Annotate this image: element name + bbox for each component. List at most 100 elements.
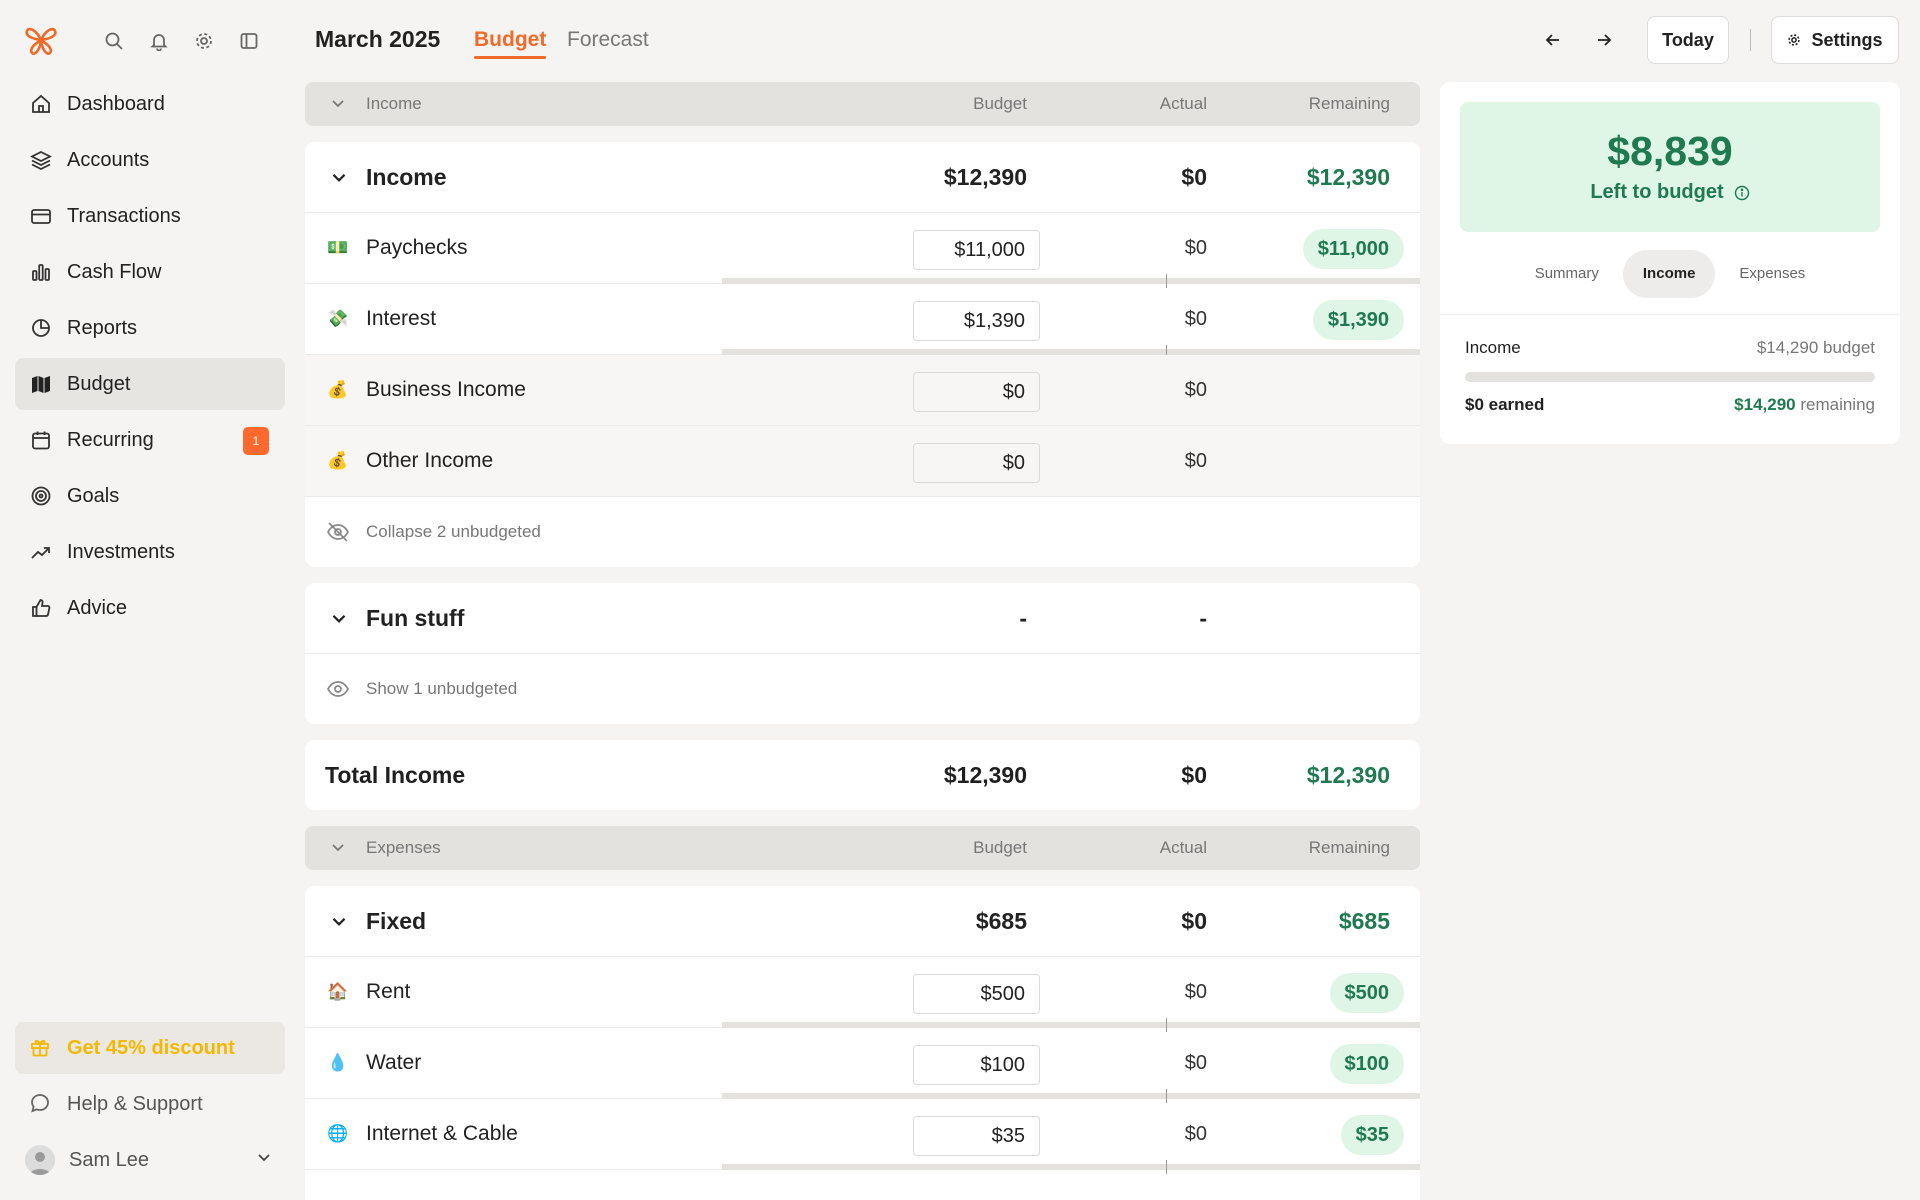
budget-amount-input[interactable]: $11,000: [913, 230, 1040, 270]
budget-amount-input[interactable]: $100: [913, 1045, 1040, 1085]
bar-chart-icon: [29, 260, 53, 284]
group-row-income[interactable]: Income $12,390 $0 $12,390: [305, 142, 1420, 213]
settings-button[interactable]: Settings: [1771, 16, 1899, 64]
house-emoji-icon: 🏠: [327, 982, 349, 1001]
discount-button[interactable]: Get 45% discount: [15, 1022, 285, 1074]
trend-up-icon: [29, 540, 53, 564]
budget-table: Income Budget Actual Remaining Income $1…: [305, 82, 1420, 1200]
group-budget: $12,390: [943, 163, 1027, 190]
progress-marker: [1166, 1160, 1167, 1174]
total-remaining: $12,390: [1306, 761, 1390, 788]
sidebar-item-transactions[interactable]: Transactions: [15, 190, 285, 242]
chevron-down-icon[interactable]: [329, 838, 347, 861]
category-row-paychecks[interactable]: 💵 Paychecks $11,000 $0 $11,000: [305, 213, 1420, 288]
chevron-down-icon[interactable]: [329, 94, 347, 117]
bell-icon[interactable]: [147, 29, 171, 53]
arrow-right-icon[interactable]: [1592, 28, 1616, 52]
sidebar-item-reports[interactable]: Reports: [15, 302, 285, 354]
chevron-down-icon[interactable]: [329, 910, 349, 937]
logo-icon[interactable]: [22, 22, 60, 60]
chevron-down-icon[interactable]: [329, 607, 349, 634]
budget-amount-input[interactable]: $35: [913, 1116, 1040, 1156]
left-to-budget-label: Left to budget: [1590, 181, 1724, 203]
sidebar-item-label: Advice: [67, 596, 128, 619]
group-row-fixed[interactable]: Fixed $685 $0 $685: [305, 886, 1420, 957]
budget-amount-input[interactable]: $500: [913, 974, 1040, 1014]
cash-emoji-icon: 💵: [327, 238, 349, 257]
section-header-expenses[interactable]: Expenses Budget Actual Remaining: [305, 826, 1420, 870]
gear-icon[interactable]: [192, 29, 216, 53]
sidebar-item-goals[interactable]: Goals: [15, 470, 285, 522]
progress-bar: [722, 1018, 1420, 1032]
remaining-summary: $14,290 remaining: [1734, 395, 1875, 415]
eye-off-icon: [326, 520, 350, 544]
chevron-down-icon[interactable]: [329, 166, 349, 193]
discount-label: Get 45% discount: [67, 1036, 235, 1059]
tab-budget[interactable]: Budget: [474, 28, 547, 59]
section-label: Income: [366, 94, 422, 113]
column-header-budget: Budget: [973, 94, 1027, 113]
sidebar-item-advice[interactable]: Advice: [15, 582, 285, 634]
sidebar-item-label: Budget: [67, 372, 131, 395]
category-row-internet-cable[interactable]: 🌐 Internet & Cable $35 $0 $35: [305, 1099, 1420, 1174]
budget-amount-input[interactable]: $0: [913, 372, 1040, 412]
sidebar-item-cash-flow[interactable]: Cash Flow: [15, 246, 285, 298]
home-icon: [29, 92, 53, 116]
section-header-income[interactable]: Income Budget Actual Remaining: [305, 82, 1420, 126]
column-header-remaining: Remaining: [1308, 94, 1390, 113]
info-icon[interactable]: [1734, 185, 1750, 201]
column-header-remaining: Remaining: [1308, 838, 1390, 857]
progress-bar: [722, 1089, 1420, 1103]
search-icon[interactable]: [102, 29, 126, 53]
tab-forecast[interactable]: Forecast: [567, 28, 649, 51]
sidebar-item-label: Accounts: [67, 148, 150, 171]
category-row-interest[interactable]: 💸 Interest $1,390 $0 $1,390: [305, 284, 1420, 359]
tab-expenses[interactable]: Expenses: [1739, 265, 1806, 282]
total-actual: $0: [1181, 761, 1207, 788]
sidebar-item-label: Dashboard: [67, 92, 165, 115]
tab-summary[interactable]: Summary: [1534, 265, 1599, 282]
income-group-card: Income $12,390 $0 $12,390 💵 Paychecks $1…: [305, 142, 1420, 567]
eye-icon: [326, 677, 350, 701]
collapse-unbudgeted-toggle[interactable]: Collapse 2 unbudgeted: [305, 497, 1420, 567]
remaining-word: remaining: [1800, 395, 1875, 414]
sidebar-item-budget[interactable]: Budget: [15, 358, 285, 410]
progress-bar: [722, 274, 1420, 288]
sidebar-item-accounts[interactable]: Accounts: [15, 134, 285, 186]
money-bag-emoji-icon: 💰: [327, 380, 349, 399]
group-remaining: $12,390: [1306, 163, 1390, 190]
fun-stuff-group-card: Fun stuff - - Show 1 unbudgeted: [305, 583, 1420, 724]
sidebar-top-icons: [22, 22, 282, 60]
help-support-button[interactable]: Help & Support: [15, 1080, 285, 1128]
sidebar-item-dashboard[interactable]: Dashboard: [15, 78, 285, 130]
actual-amount: $0: [1184, 1051, 1207, 1074]
map-icon: [29, 372, 53, 396]
income-progress-bar: [1465, 372, 1875, 382]
header: March 2025 Budget Forecast Today Setting…: [300, 0, 1920, 80]
collapse-label: Collapse 2 unbudgeted: [366, 522, 541, 541]
category-row-water[interactable]: 💧 Water $100 $0 $100: [305, 1028, 1420, 1103]
left-to-budget-card: $8,839 Left to budget: [1460, 102, 1880, 232]
today-button[interactable]: Today: [1647, 16, 1729, 64]
group-name: Fixed: [366, 907, 427, 934]
budget-amount-input[interactable]: $0: [913, 443, 1040, 483]
category-row-other-income[interactable]: 💰 Other Income $0 $0: [305, 426, 1420, 497]
sidebar-item-investments[interactable]: Investments: [15, 526, 285, 578]
progress-marker: [1166, 274, 1167, 288]
user-menu[interactable]: Sam Lee: [15, 1136, 285, 1184]
sidebar-item-recurring[interactable]: Recurring 1: [15, 414, 285, 466]
tab-income[interactable]: Income: [1622, 250, 1716, 298]
show-unbudgeted-toggle[interactable]: Show 1 unbudgeted: [305, 654, 1420, 724]
income-summary-footer: $0 earned $14,290 remaining: [1465, 395, 1875, 415]
group-row-fun-stuff[interactable]: Fun stuff - -: [305, 583, 1420, 654]
sidebar-toggle-icon[interactable]: [237, 29, 261, 53]
actual-amount: $0: [1184, 980, 1207, 1003]
globe-emoji-icon: 🌐: [327, 1124, 349, 1143]
budget-amount-input[interactable]: $1,390: [913, 301, 1040, 341]
category-row-business-income[interactable]: 💰 Business Income $0 $0: [305, 355, 1420, 426]
left-to-budget-label-row: Left to budget: [1460, 181, 1880, 204]
avatar: [25, 1145, 55, 1175]
arrow-left-icon[interactable]: [1541, 28, 1565, 52]
category-row-rent[interactable]: 🏠 Rent $500 $0 $500: [305, 957, 1420, 1032]
category-row-partial[interactable]: [305, 1170, 1420, 1200]
